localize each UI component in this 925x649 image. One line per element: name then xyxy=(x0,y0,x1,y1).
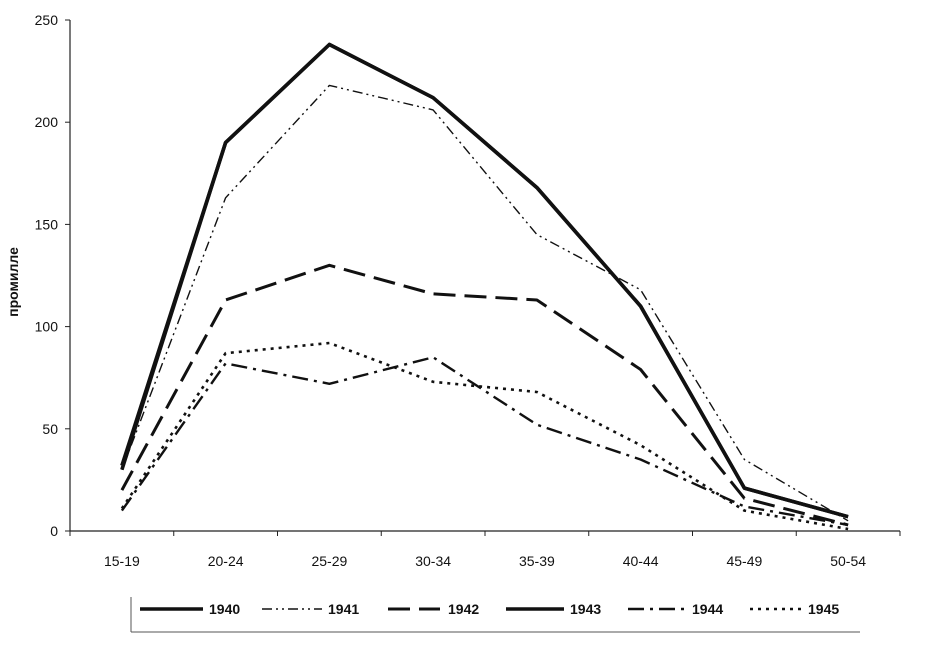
x-tick-label: 45-49 xyxy=(726,553,762,569)
plot-axes xyxy=(69,20,900,532)
series-line-1944 xyxy=(120,356,849,527)
series-line-1941 xyxy=(121,84,849,522)
legend: 1940 1941 1942 1943 1944 1945 xyxy=(130,597,860,633)
x-tick-label: 50-54 xyxy=(830,553,866,569)
x-tick-label: 30-34 xyxy=(415,553,451,569)
x-tick-label: 25-29 xyxy=(311,553,347,569)
y-tick-label: 0 xyxy=(50,523,58,539)
legend-label-1943: 1943 xyxy=(570,601,601,617)
y-tick-label: 50 xyxy=(42,421,58,437)
x-tick-label: 20-24 xyxy=(208,553,244,569)
series-lines xyxy=(120,42,849,531)
series-line-1945 xyxy=(120,341,849,531)
series-line-1943 xyxy=(120,42,849,519)
x-axis-ticks: 15-19 20-24 25-29 30-34 35-39 40-44 45-49 50-54 xyxy=(69,531,901,569)
legend-label-1941: 1941 xyxy=(328,601,359,617)
y-axis-title: промилле xyxy=(5,247,21,317)
series-line-1942 xyxy=(120,263,849,527)
legend-label-1944: 1944 xyxy=(692,601,723,617)
y-tick-label: 100 xyxy=(35,319,59,335)
x-tick-label: 35-39 xyxy=(519,553,555,569)
y-tick-label: 150 xyxy=(35,216,59,232)
x-tick-label: 15-19 xyxy=(104,553,140,569)
x-tick-label: 40-44 xyxy=(623,553,659,569)
y-tick-label: 200 xyxy=(35,114,59,130)
series-line-1940 xyxy=(120,42,849,519)
y-tick-label: 250 xyxy=(35,12,59,28)
legend-label-1945: 1945 xyxy=(808,601,839,617)
legend-label-1942: 1942 xyxy=(448,601,479,617)
y-axis-ticks: 0 50 100 150 200 250 xyxy=(35,12,70,539)
legend-label-1940: 1940 xyxy=(209,601,240,617)
